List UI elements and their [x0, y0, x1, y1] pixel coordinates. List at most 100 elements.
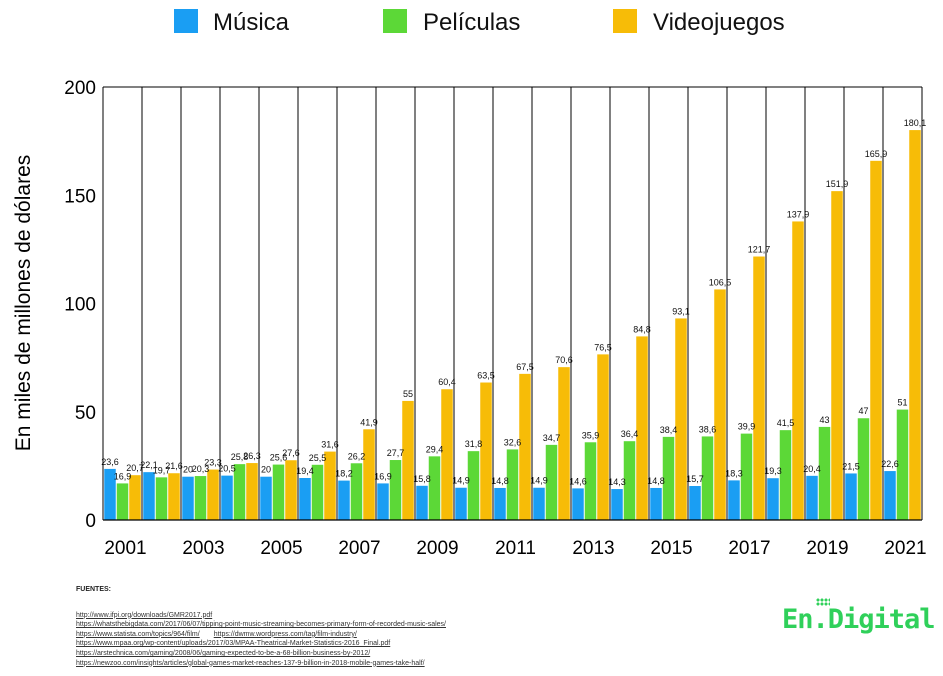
bar	[818, 426, 831, 520]
source-row: https://www.statista.com/topics/964/film…	[76, 630, 716, 640]
data-label: 36,4	[621, 429, 639, 439]
x-tick-label: 2007	[338, 538, 380, 559]
data-label: 19,3	[764, 466, 782, 476]
source-link[interactable]: https://dwmw.wordpress.com/tag/film-indu…	[213, 630, 357, 638]
data-label: 35,9	[582, 430, 600, 440]
legend-item-videojuegos: Videojuegos	[613, 9, 785, 36]
source-link[interactable]: https://whatsthebigdata.com/2017/06/07/t…	[76, 621, 446, 629]
data-label: 26,2	[348, 451, 366, 461]
data-label: 18,2	[335, 469, 353, 479]
source-link[interactable]: https://newzoo.com/insights/articles/glo…	[76, 659, 425, 667]
data-label: 63,5	[477, 371, 495, 381]
data-label: 14,8	[647, 476, 665, 486]
data-label: 41,9	[360, 417, 378, 427]
source-link[interactable]: https://arstechnica.com/gaming/2008/06/g…	[76, 649, 371, 657]
bar	[689, 486, 701, 520]
data-label: 21,6	[165, 461, 183, 471]
bar	[285, 460, 297, 520]
bar	[338, 480, 350, 520]
data-label: 27,6	[282, 448, 300, 458]
bar	[845, 473, 857, 520]
bar	[389, 460, 402, 520]
y-tick-labels: 0 50 100 150 200	[64, 78, 96, 532]
grid	[141, 87, 884, 520]
data-label: 14,9	[530, 476, 548, 486]
data-label: 137,9	[787, 209, 810, 219]
legend-swatch-peliculas	[383, 9, 407, 33]
data-label: 106,5	[709, 277, 732, 287]
bar	[857, 418, 870, 520]
legend-item-musica: Música	[174, 9, 290, 36]
legend: Música Películas Videojuegos	[174, 9, 785, 36]
bar	[299, 477, 311, 520]
bar	[168, 473, 180, 520]
source-link[interactable]: https://www.statista.com/topics/964/film…	[76, 630, 200, 638]
bar	[377, 483, 389, 520]
data-label: 38,4	[660, 425, 678, 435]
bar	[533, 487, 545, 520]
axes	[102, 86, 923, 521]
bar	[650, 487, 662, 520]
data-label: 70,6	[555, 355, 573, 365]
bar	[714, 289, 726, 520]
bar	[662, 436, 675, 520]
bar	[104, 468, 116, 520]
data-label: 22,1	[140, 460, 158, 470]
bar	[740, 433, 753, 520]
data-label: 93,1	[672, 306, 690, 316]
bar	[246, 463, 258, 520]
bar	[884, 471, 896, 520]
bar	[129, 475, 141, 520]
bar	[194, 476, 207, 520]
data-label: 21,5	[842, 461, 860, 471]
bar	[611, 489, 623, 520]
data-label: 51	[897, 398, 907, 408]
bar	[806, 475, 818, 520]
data-label: 23,6	[101, 457, 119, 467]
bar	[402, 400, 414, 520]
brand-name: En.Digital	[782, 604, 936, 635]
logo-dots-icon	[816, 598, 830, 606]
data-label: 20,3	[192, 464, 210, 474]
x-tick-label: 2013	[572, 538, 614, 559]
bar	[909, 130, 921, 520]
data-label: 165,9	[865, 149, 888, 159]
bar	[597, 354, 609, 520]
x-tick-label: 2001	[104, 538, 146, 559]
data-label: 20,5	[218, 464, 236, 474]
x-tick-labels: 2001 2003 2005 2007 2009 2011 2013 2015 2017 2019…	[104, 538, 926, 559]
legend-label-videojuegos: Videojuegos	[653, 9, 785, 36]
bar	[467, 451, 480, 520]
x-tick-label: 2005	[260, 538, 302, 559]
x-tick-label: 2003	[182, 538, 224, 559]
bar	[363, 429, 375, 520]
bar	[572, 488, 584, 520]
bar	[143, 472, 155, 520]
data-label: 31,8	[465, 439, 483, 449]
bar	[623, 441, 636, 520]
data-label: 67,5	[516, 362, 534, 372]
data-label: 14,3	[608, 477, 626, 487]
bar	[260, 476, 272, 520]
data-label: 151,9	[826, 179, 849, 189]
data-label: 15,8	[413, 474, 431, 484]
legend-swatch-videojuegos	[613, 9, 637, 33]
legend-label-musica: Música	[213, 9, 290, 36]
x-tick-label: 2015	[650, 538, 692, 559]
data-label: 47	[858, 406, 868, 416]
data-label: 121,7	[748, 245, 771, 255]
data-label: 39,9	[738, 422, 756, 432]
bar	[519, 373, 531, 520]
bar	[116, 483, 129, 520]
bar	[455, 487, 467, 520]
data-label: 27,7	[387, 448, 405, 458]
data-label: 34,7	[543, 433, 561, 443]
data-label: 76,5	[594, 342, 612, 352]
bar	[636, 336, 648, 520]
data-label: 14,9	[452, 476, 470, 486]
source-link[interactable]: https://www.mpaa.org/wp-content/uploads/…	[76, 640, 391, 648]
source-link[interactable]: http://www.ifpi.org/downloads/GMR2017.pd…	[76, 611, 213, 619]
data-label: 22,6	[881, 459, 899, 469]
data-label: 25,6	[270, 453, 288, 463]
data-label: 84,8	[633, 324, 651, 334]
